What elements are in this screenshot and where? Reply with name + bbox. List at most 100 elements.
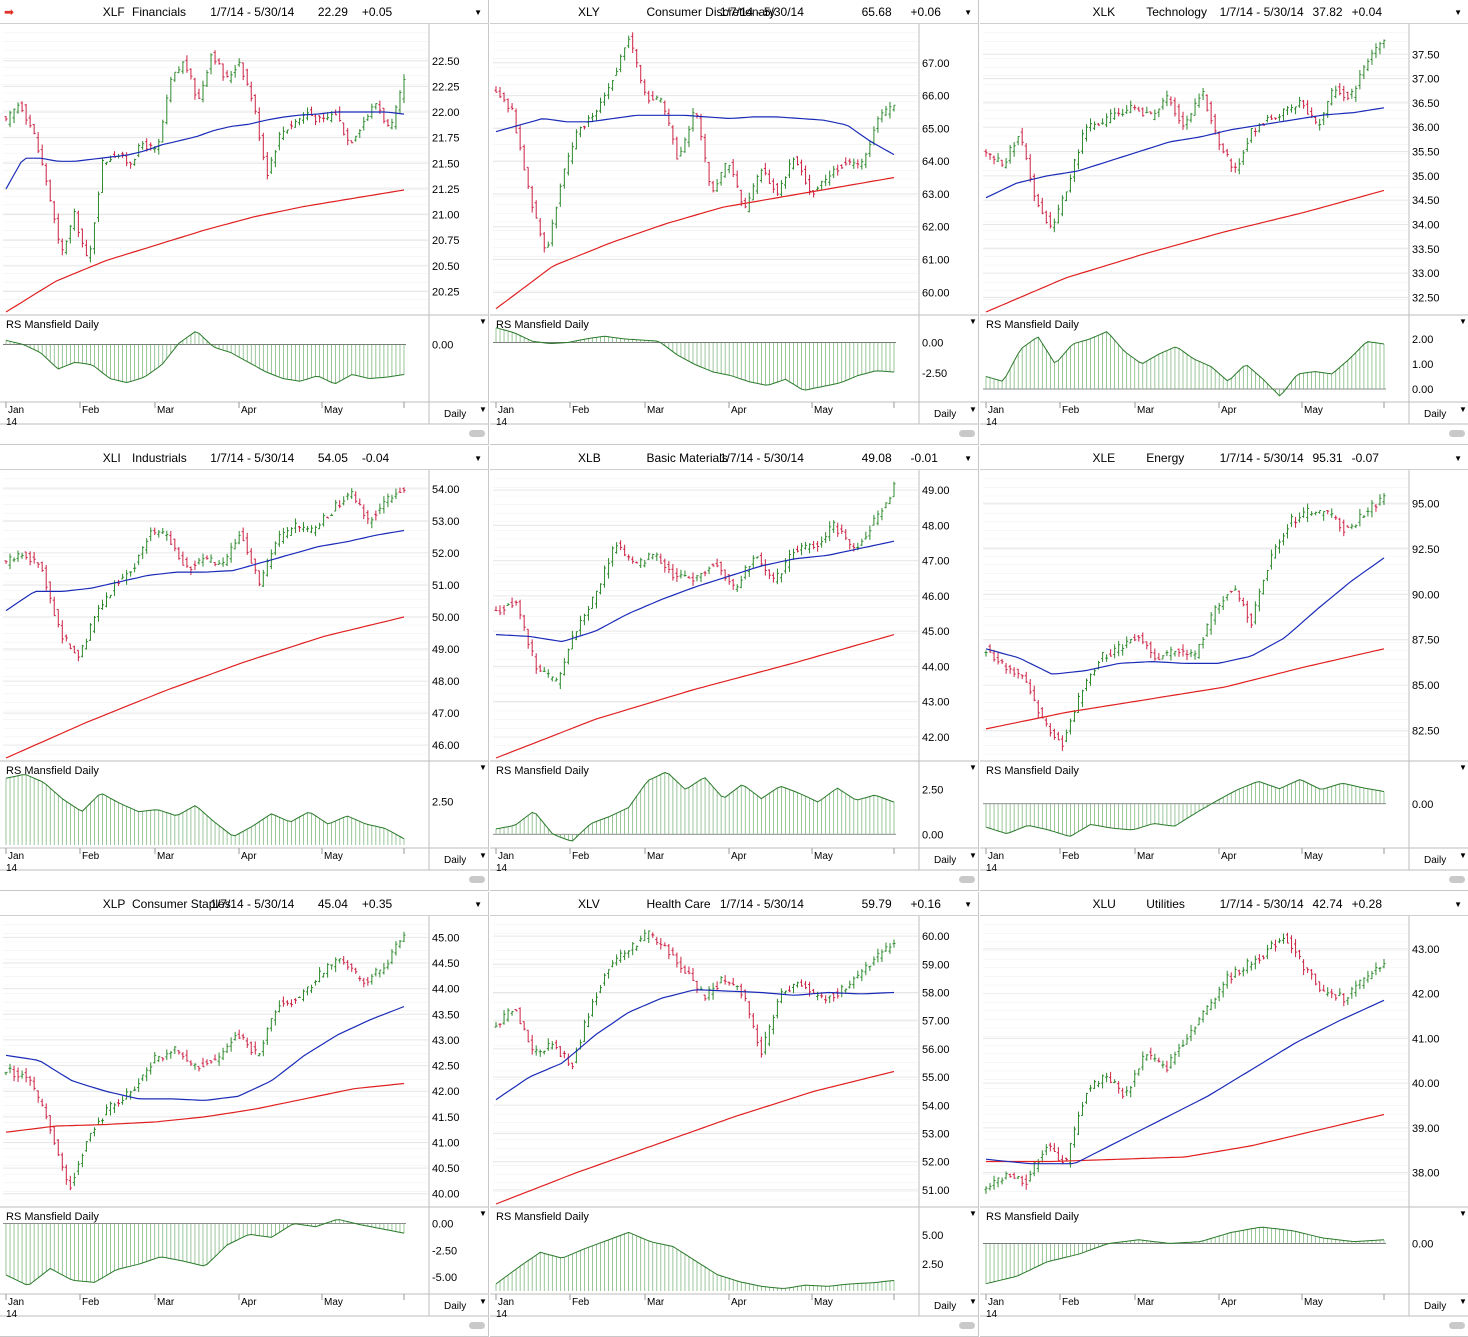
year-label: 14: [6, 417, 18, 428]
panel-header: XLU Utilities 1/7/14 - 5/30/14 42.74 +0.28 ▼: [980, 892, 1468, 916]
chevron-down-icon[interactable]: ▼: [479, 405, 487, 414]
period-label[interactable]: Daily: [444, 409, 466, 420]
chevron-down-icon[interactable]: ▼: [474, 454, 482, 463]
chevron-down-icon[interactable]: ▼: [969, 763, 977, 772]
chevron-down-icon[interactable]: ▼: [964, 8, 972, 17]
price-tick-label: 42.00: [1412, 989, 1440, 1001]
period-label[interactable]: Daily: [1424, 855, 1446, 866]
scrollbar-thumb[interactable]: [959, 876, 975, 883]
last-price: 65.68: [861, 5, 892, 19]
chevron-down-icon[interactable]: ▼: [969, 851, 977, 860]
scrollbar-thumb[interactable]: [469, 1322, 485, 1329]
chevron-down-icon[interactable]: ▼: [474, 8, 482, 17]
period-label[interactable]: Daily: [1424, 1301, 1446, 1312]
month-label: May: [1304, 851, 1323, 862]
price-tick-label: 51.00: [432, 580, 460, 592]
chart-panel-xlf: ➡ XLF Financials 1/7/14 - 5/30/14 22.29 +0.05…: [0, 0, 489, 445]
ticker-symbol: XLB: [578, 451, 601, 465]
moving-average-fast-line: [495, 989, 895, 1101]
last-price: 22.29: [317, 5, 348, 19]
rs-indicator-label: RS Mansfield Daily: [6, 1211, 99, 1223]
rs-line: [985, 331, 1385, 397]
moving-average-slow-line: [985, 648, 1385, 730]
price-chart-svg: 43.00 42.00 41.00 40.00 39.00 38.00 RS Mansfie…: [980, 916, 1468, 1329]
period-label[interactable]: Daily: [934, 855, 956, 866]
chevron-down-icon[interactable]: ▼: [964, 454, 972, 463]
sector-name: Basic Materials: [646, 451, 728, 465]
chevron-down-icon[interactable]: ▼: [479, 851, 487, 860]
price-tick-label: 53.00: [432, 516, 460, 528]
chevron-down-icon[interactable]: ▼: [1459, 405, 1467, 414]
chevron-down-icon[interactable]: ▼: [964, 900, 972, 909]
chevron-down-icon[interactable]: ▼: [479, 1209, 487, 1218]
moving-average-fast-line: [495, 540, 895, 643]
price-tick-label: 56.00: [922, 1044, 950, 1056]
scrollbar-thumb[interactable]: [469, 430, 485, 437]
price-tick-label: 53.00: [922, 1129, 950, 1141]
price-chart-svg: 22.50 22.25 22.00 21.75 21.50 21.25 21.00 20.75…: [0, 24, 488, 437]
rs-tick-label: 2.50: [432, 796, 453, 808]
price-tick-label: 44.00: [432, 984, 460, 996]
scrollbar-thumb[interactable]: [959, 1322, 975, 1329]
chevron-down-icon[interactable]: ▼: [474, 900, 482, 909]
rs-line: [495, 772, 895, 842]
chevron-down-icon[interactable]: ▼: [1459, 1209, 1467, 1218]
sector-name: Financials: [132, 5, 187, 19]
chart-panel-xlu: XLU Utilities 1/7/14 - 5/30/14 42.74 +0.28 ▼ 4…: [980, 892, 1468, 1337]
panel-header: ➡ XLF Financials 1/7/14 - 5/30/14 22.29 +0.05…: [0, 0, 488, 24]
last-price: 42.74: [1312, 897, 1343, 911]
chevron-down-icon[interactable]: ▼: [969, 317, 977, 326]
price-tick-label: 36.00: [1412, 122, 1440, 134]
chevron-down-icon[interactable]: ▼: [969, 1209, 977, 1218]
date-range: 1/7/14 - 5/30/14: [1219, 451, 1304, 465]
rs-indicator-label: RS Mansfield Daily: [496, 319, 589, 331]
price-tick-label: 60.00: [922, 931, 950, 943]
month-label: Feb: [572, 851, 590, 862]
year-label: 14: [496, 417, 508, 428]
chevron-down-icon[interactable]: ▼: [969, 405, 977, 414]
chevron-down-icon[interactable]: ▼: [1459, 317, 1467, 326]
price-change: -0.01: [910, 451, 938, 465]
period-label[interactable]: Daily: [444, 855, 466, 866]
price-tick-label: 44.50: [432, 958, 460, 970]
rs-tick-label: 2.50: [922, 1259, 943, 1271]
month-label: Feb: [1062, 851, 1080, 862]
rs-tick-label: 2.00: [1412, 334, 1433, 346]
rs-indicator-label: RS Mansfield Daily: [496, 765, 589, 777]
chevron-down-icon[interactable]: ▼: [969, 1297, 977, 1306]
price-tick-label: 33.50: [1412, 244, 1440, 256]
period-label[interactable]: Daily: [1424, 409, 1446, 420]
price-tick-label: 22.25: [432, 81, 460, 93]
moving-average-fast-line: [495, 114, 895, 156]
moving-average-slow-line: [985, 189, 1385, 313]
scrollbar-thumb[interactable]: [1449, 876, 1465, 883]
chevron-down-icon[interactable]: ▼: [1454, 8, 1462, 17]
chevron-down-icon[interactable]: ▼: [1459, 763, 1467, 772]
chevron-down-icon[interactable]: ▼: [1454, 900, 1462, 909]
month-label: Feb: [82, 1297, 100, 1308]
scrollbar-thumb[interactable]: [469, 876, 485, 883]
chevron-down-icon[interactable]: ▼: [1454, 454, 1462, 463]
scrollbar-thumb[interactable]: [1449, 430, 1465, 437]
scrollbar-thumb[interactable]: [959, 430, 975, 437]
price-tick-label: 41.00: [432, 1137, 460, 1149]
scrollbar-thumb[interactable]: [1449, 1322, 1465, 1329]
chevron-down-icon[interactable]: ▼: [479, 317, 487, 326]
rs-tick-label: 5.00: [922, 1230, 943, 1242]
rs-indicator-label: RS Mansfield Daily: [986, 1211, 1079, 1223]
chevron-down-icon[interactable]: ▼: [479, 1297, 487, 1306]
period-label[interactable]: Daily: [934, 409, 956, 420]
month-label: Feb: [1062, 405, 1080, 416]
month-label: May: [324, 405, 343, 416]
moving-average-fast-line: [985, 999, 1385, 1165]
price-tick-label: 61.00: [922, 255, 950, 267]
price-change: -0.04: [361, 451, 390, 465]
ticker-symbol: XLK: [1092, 5, 1116, 19]
period-label[interactable]: Daily: [444, 1301, 466, 1312]
chevron-down-icon[interactable]: ▼: [1459, 851, 1467, 860]
moving-average-slow-line: [5, 189, 405, 313]
chevron-down-icon[interactable]: ▼: [479, 763, 487, 772]
period-label[interactable]: Daily: [934, 1301, 956, 1312]
month-label: May: [1304, 405, 1323, 416]
chevron-down-icon[interactable]: ▼: [1459, 1297, 1467, 1306]
